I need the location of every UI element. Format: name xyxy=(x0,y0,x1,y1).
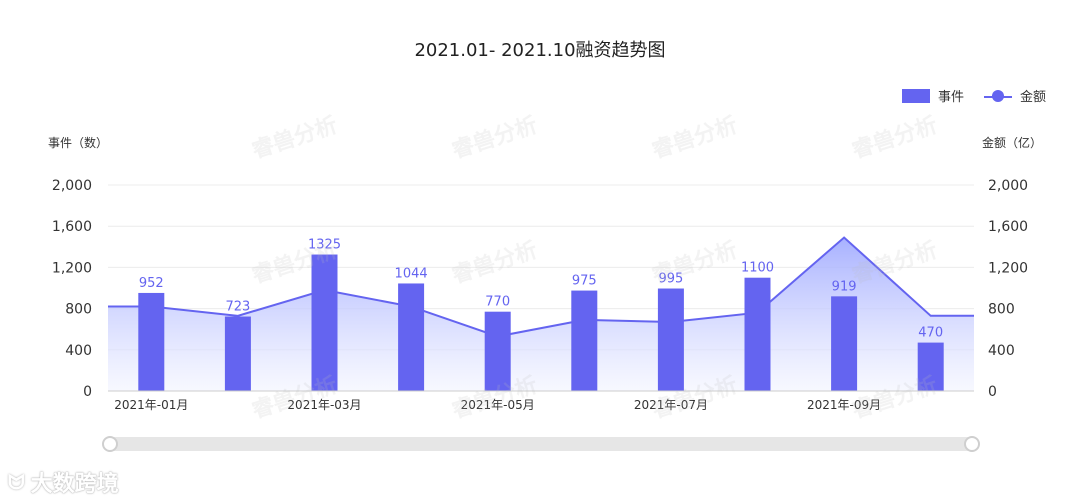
left-y-tick-label: 2,000 xyxy=(52,178,92,194)
right-y-tick-label: 1,600 xyxy=(988,219,1028,235)
event-bar xyxy=(657,288,684,391)
event-bar xyxy=(138,292,165,391)
left-axis-title: 事件（数） xyxy=(48,136,109,150)
event-bar xyxy=(744,277,771,391)
event-bar xyxy=(831,296,858,391)
left-y-tick-label: 800 xyxy=(65,302,92,318)
bar-value-label: 952 xyxy=(139,276,164,291)
left-y-tick-label: 1,200 xyxy=(52,260,92,276)
legend-item-events[interactable]: 事件 xyxy=(901,86,964,105)
bar-value-label: 470 xyxy=(918,326,943,341)
bar-value-label: 723 xyxy=(225,300,250,315)
right-axis-title: 金额（亿） xyxy=(981,136,1042,150)
left-y-tick-label: 1,600 xyxy=(52,219,92,235)
event-bar xyxy=(398,283,425,391)
right-y-axis: 0 400 800 1,200 1,600 2,000 xyxy=(988,178,1028,400)
event-bar xyxy=(484,311,511,391)
event-bar xyxy=(224,316,251,391)
right-y-tick-label: 400 xyxy=(988,343,1015,359)
data-zoom-slider[interactable] xyxy=(102,436,980,452)
x-tick-label: 2021年-01月 xyxy=(114,398,188,412)
x-axis: 2021年-01月 2021年-03月 2021年-05月 2021年-07月 2021… xyxy=(108,390,974,412)
bar-value-label: 770 xyxy=(485,295,510,310)
slider-end-handle[interactable] xyxy=(964,436,980,452)
brand-name: 大数跨境 xyxy=(30,472,119,497)
logo-icon: ᗢ xyxy=(8,470,25,494)
x-tick-label: 2021年-05月 xyxy=(461,398,535,412)
amount-line xyxy=(108,236,974,338)
left-y-axis: 0 400 800 1,200 1,600 2,000 xyxy=(52,178,92,400)
event-bar xyxy=(311,254,338,391)
right-y-tick-label: 1,200 xyxy=(988,260,1028,276)
bar-value-label: 995 xyxy=(658,272,683,287)
x-tick-label: 2021年-07月 xyxy=(634,398,708,412)
event-bar xyxy=(917,342,944,391)
slider-start-handle[interactable] xyxy=(102,436,118,452)
bar-value-label: 975 xyxy=(572,274,597,289)
event-bar-series xyxy=(138,254,944,391)
right-y-tick-label: 0 xyxy=(988,384,997,400)
legend-bar-swatch xyxy=(901,88,930,103)
chart-title: 2021.01- 2021.10融资趋势图 xyxy=(414,40,666,61)
legend-label-amount: 金额 xyxy=(1019,90,1046,105)
left-y-tick-label: 400 xyxy=(65,343,92,359)
legend-item-amount[interactable]: 金额 xyxy=(983,86,1046,105)
left-y-tick-label: 0 xyxy=(83,384,92,400)
bar-value-label: 1044 xyxy=(395,266,428,281)
x-tick-label: 2021年-03月 xyxy=(287,398,361,412)
chart-legend[interactable]: 事件 金额 xyxy=(882,86,1046,105)
x-tick-label: 2021年-09月 xyxy=(807,398,881,412)
right-y-tick-label: 2,000 xyxy=(988,178,1028,194)
bar-value-label: 1325 xyxy=(308,238,341,253)
legend-label-events: 事件 xyxy=(937,90,964,105)
legend-line-swatch xyxy=(983,89,1012,103)
bar-value-labels: 952 723 1325 1044 770 975 995 1100 919 470 xyxy=(139,238,943,341)
event-bar xyxy=(571,290,598,391)
right-y-tick-label: 800 xyxy=(988,302,1015,318)
brand-logo: ᗢ 大数跨境 xyxy=(8,466,119,498)
bar-value-label: 1100 xyxy=(741,261,774,276)
bar-value-label: 919 xyxy=(832,279,857,294)
